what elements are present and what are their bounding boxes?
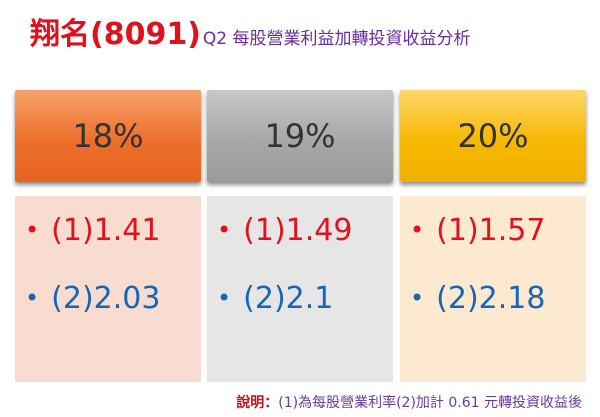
card-19: 19% • (1)1.49 • (2)2.1 xyxy=(207,90,393,382)
card-header: 19% xyxy=(207,90,393,182)
list-item: • (1)1.41 xyxy=(15,196,201,264)
list-item: • (2)2.18 xyxy=(400,264,586,332)
footnote-label: 說明： xyxy=(236,395,279,411)
value-line2: (2)2.1 xyxy=(243,280,334,316)
bullet-icon: • xyxy=(25,284,40,312)
card-header-label: 20% xyxy=(457,117,529,155)
footnote-text: (1)為每股營業利率(2)加計 0.61 元轉投資收益後 xyxy=(278,395,582,411)
page-title: 翔名(8091) Q2 每股營業利益加轉投資收益分析 xyxy=(30,10,471,60)
bullet-icon: • xyxy=(25,216,40,244)
bullet-icon: • xyxy=(217,284,232,312)
list-item: • (2)2.03 xyxy=(15,264,201,332)
bullet-icon: • xyxy=(217,216,232,244)
list-item: • (1)1.49 xyxy=(207,196,393,264)
card-18: 18% • (1)1.41 • (2)2.03 xyxy=(15,90,201,382)
value-line1: (1)1.49 xyxy=(243,212,353,248)
list-item: • (2)2.1 xyxy=(207,264,393,332)
footnote: 說明：(1)為每股營業利率(2)加計 0.61 元轉投資收益後 xyxy=(236,392,582,412)
value-line1: (1)1.57 xyxy=(436,212,546,248)
bullet-icon: • xyxy=(410,216,425,244)
card-header-label: 18% xyxy=(72,117,144,155)
card-body: • (1)1.57 • (2)2.18 xyxy=(400,196,586,382)
company-title: 翔名(8091) xyxy=(30,17,201,52)
bullet-icon: • xyxy=(410,284,425,312)
card-body: • (1)1.49 • (2)2.1 xyxy=(207,196,393,382)
card-header: 18% xyxy=(15,90,201,182)
list-item: • (1)1.57 xyxy=(400,196,586,264)
card-20: 20% • (1)1.57 • (2)2.18 xyxy=(400,90,586,382)
value-line2: (2)2.18 xyxy=(436,280,546,316)
value-line2: (2)2.03 xyxy=(51,280,161,316)
subtitle: Q2 每股營業利益加轉投資收益分析 xyxy=(202,29,471,49)
value-line1: (1)1.41 xyxy=(51,212,161,248)
card-body: • (1)1.41 • (2)2.03 xyxy=(15,196,201,382)
card-header-label: 19% xyxy=(264,117,336,155)
card-header: 20% xyxy=(400,90,586,182)
